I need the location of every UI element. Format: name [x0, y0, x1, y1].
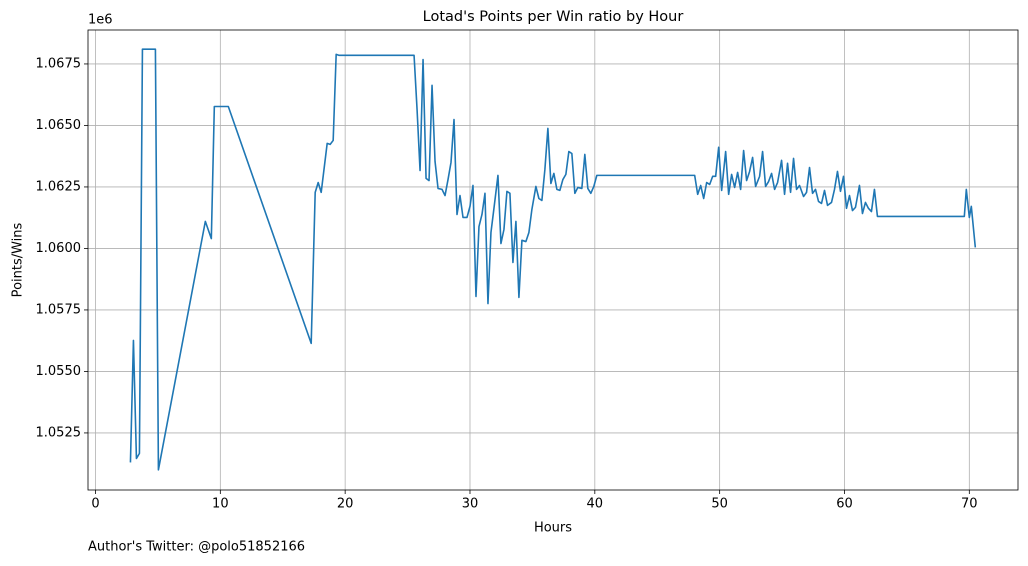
y-tick-label: 1.0600 — [36, 241, 82, 256]
y-tick-label: 1.0575 — [36, 302, 82, 317]
footer: Author's Twitter: @polo51852166 — [88, 540, 305, 555]
x-tick-label: 70 — [961, 497, 978, 512]
x-axis-label: Hours — [534, 521, 572, 536]
y-tick-label: 1.0625 — [36, 179, 82, 194]
y-axis-label: Points/Wins — [11, 222, 26, 297]
x-tick-label: 10 — [212, 497, 229, 512]
y-offset-label: 1e6 — [88, 13, 113, 28]
x-tick-label: 50 — [711, 497, 728, 512]
x-tick-label: 30 — [462, 497, 479, 512]
x-tick-label: 60 — [836, 497, 853, 512]
data-line — [129, 48, 977, 471]
chart-title: Lotad's Points per Win ratio by Hour — [423, 9, 684, 25]
x-tick-label: 0 — [91, 497, 99, 512]
plot-frame — [87, 29, 1019, 491]
y-tick-label: 1.0525 — [36, 425, 82, 440]
x-tick-label: 20 — [337, 497, 354, 512]
y-tick-label: 1.0650 — [36, 118, 82, 133]
x-tick-label: 40 — [587, 497, 604, 512]
y-tick-label: 1.0550 — [36, 364, 82, 379]
y-tick-label: 1.0675 — [36, 56, 82, 71]
